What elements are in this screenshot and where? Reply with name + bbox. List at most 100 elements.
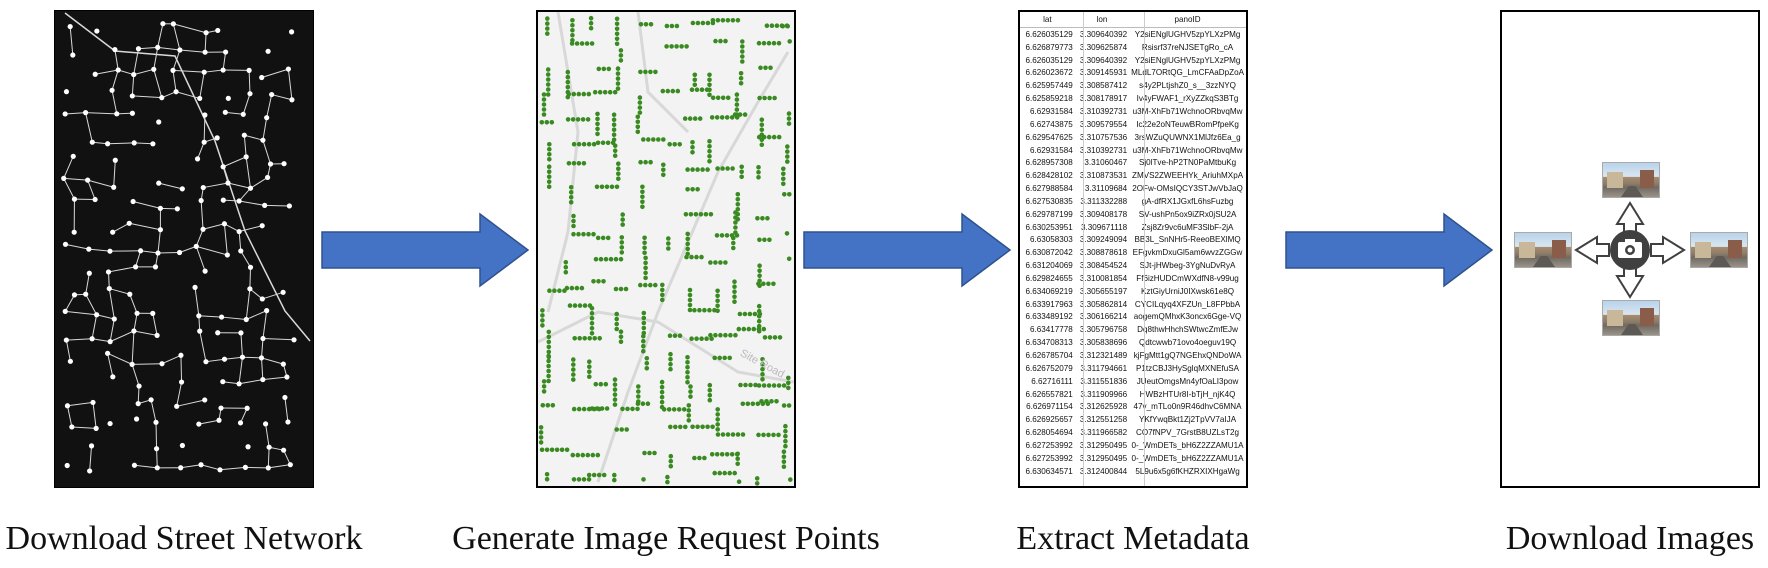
- panoid-cell: EFgvkmDxuGl5am6wvzZGGw: [1132, 248, 1243, 258]
- request-points-map: [538, 12, 794, 486]
- lat-cell: 6.629824655: [1025, 273, 1073, 283]
- lon-cell: 3.311332288: [1080, 196, 1128, 206]
- table-row: 6.626035129 3.309640392 Y2siENglUGHV5zpYLX…: [1020, 54, 1246, 67]
- arrow-left-icon: [1574, 235, 1610, 265]
- street-network-graph: [61, 12, 311, 474]
- table-row: 6.626035129 3.309640392 Y2siENglUGHV5zpYLX…: [1020, 28, 1246, 41]
- street-view-thumbnail-north: [1602, 162, 1660, 198]
- lon-cell: 3.305862814: [1079, 299, 1128, 309]
- lat-cell: 6.633917963: [1025, 299, 1073, 309]
- table-row: 6.627253992 3.312950495 0-_WmDETs_bH6Z2ZZA…: [1020, 439, 1246, 452]
- panoid-cell: 47v_mTLo0n9R46dhvC6MNA: [1133, 402, 1242, 412]
- lon-cell: 3.312625928: [1079, 402, 1128, 412]
- panoid-cell: KztGiyUrniJ0IXwsk61e8Q: [1140, 286, 1235, 296]
- lon-cell: 3.306166214: [1079, 312, 1128, 322]
- lat-cell: 6.625859218: [1025, 94, 1073, 104]
- caption-download-images: Download Images: [1505, 520, 1755, 557]
- table-row: 6.62716111 3.311551836 JUeutOmgsMn4yfOaLI3…: [1020, 375, 1246, 388]
- table-row: 6.625957449 3.308587412 s4y2PLtjshZ0_s__3z…: [1020, 79, 1246, 92]
- table-row: 6.630253951 3.309671118 Zsj8Zr9vc6uMF3SlbF…: [1020, 221, 1246, 234]
- table-row: 6.627530835 3.311332288 gA-dfRX1JGxfL6hsFu…: [1020, 195, 1246, 208]
- lon-cell: 3.308587412: [1079, 81, 1128, 91]
- panoid-cell: P1tzCBJ3HySglqMXNEfuSA: [1136, 363, 1240, 373]
- lat-cell: 6.626023672: [1025, 68, 1073, 78]
- panoid-cell: JUeutOmgsMn4yfOaLI3pow: [1136, 376, 1239, 386]
- lon-cell: 3.312950495: [1079, 453, 1128, 463]
- lat-cell: 6.626925657: [1025, 415, 1073, 425]
- lon-cell: 3.309640392: [1079, 55, 1128, 65]
- table-row: 6.629547625 3.310757536 3rsWZuQUWNX1MlJfz6…: [1020, 131, 1246, 144]
- lon-cell: 3.308878618: [1079, 248, 1128, 258]
- lat-cell: 6.628054694: [1025, 428, 1073, 438]
- lat-cell: 6.633489192: [1025, 312, 1073, 322]
- table-row: 6.626925657 3.312551258 YKfYwqBkt1Zj2TpVV7…: [1020, 413, 1246, 426]
- panoid-cell: MLdL7ORtQG_LmCFAaDpZoA: [1131, 68, 1244, 78]
- lat-cell: 6.627253992: [1025, 453, 1073, 463]
- panoid-cell: 5L9u6x5g6fKHZRXIXHgaWg: [1135, 466, 1240, 476]
- lon-cell: 3.309640392: [1079, 29, 1128, 39]
- lon-cell: 3.310757536: [1079, 132, 1128, 142]
- camera-direction-graphic: [1574, 201, 1686, 299]
- panoid-cell: 0-_WmDETs_bH6Z2ZZAMU1A: [1131, 440, 1244, 450]
- table-row: 6.628054694 3.311966582 CO7fNPV_7GrstB8UZL…: [1020, 426, 1246, 439]
- panoid-cell: Sj0lTve-hP2TN0PaMtbuKg: [1138, 158, 1237, 168]
- panoid-cell: Zsj8Zr9vc6uMF3SlbF-2jA: [1141, 222, 1234, 232]
- lat-cell: 6.631204069: [1025, 261, 1073, 271]
- table-row: 6.63058303 3.309249094 BB3L_SnNHr5-ReeoBEX…: [1020, 234, 1246, 247]
- panoid-cell: HWBzHTUr8I-bTjH_njK4Q: [1139, 389, 1236, 399]
- panoid-cell: Ic22e2oNTeuwBRomPfpeKg: [1136, 119, 1239, 129]
- lat-cell: 6.634708313: [1025, 338, 1073, 348]
- metadata-table-panel: lat lon panoID 6.626035129 3.309640392 Y2s…: [1018, 10, 1248, 488]
- lon-cell: 3.305838696: [1079, 338, 1128, 348]
- lon-cell: 3.309671118: [1081, 222, 1128, 232]
- table-row: 6.630634571 3.312400844 5L9u6x5g6fKHZRXIXH…: [1020, 465, 1246, 478]
- lon-cell: 3.305655197: [1079, 286, 1128, 296]
- column-header-lat: lat: [1020, 12, 1075, 28]
- flow-arrow-3: [1285, 212, 1494, 288]
- lat-cell: 6.626785704: [1025, 351, 1073, 361]
- table-row: 6.626752079 3.311794661 P1tzCBJ3HySglqMXNE…: [1020, 362, 1246, 375]
- street-view-thumbnail-east: [1690, 232, 1748, 268]
- lat-cell: 6.62931584: [1030, 145, 1073, 155]
- panoid-cell: u3M-XhFb71WchnoORbvqMw: [1132, 106, 1243, 116]
- panoid-cell: aogemQMhxK3oncx6Gge-VQ: [1133, 312, 1242, 322]
- panoid-cell: Iv4yFWAF1_rXyZZkqS3BTg: [1136, 94, 1239, 104]
- lon-cell: 3.310392731: [1079, 145, 1128, 155]
- panoid-cell: Y2siENglUGHV5zpYLXzPMg: [1134, 55, 1241, 65]
- lat-cell: 6.626971154: [1026, 402, 1073, 412]
- table-row: 6.63417778 3.305796758 Dq8thwHhchSWtwcZmfE…: [1020, 323, 1246, 336]
- caption-download-street-network: Download Street Network: [5, 520, 363, 557]
- lon-cell: 3.311551836: [1080, 376, 1128, 386]
- table-row: 6.628428102 3.310873531 ZMVS2ZWEEHYk_Ariuh…: [1020, 169, 1246, 182]
- lat-cell: 6.62931584: [1030, 106, 1073, 116]
- lat-cell: 6.63417778: [1030, 325, 1073, 335]
- lat-cell: 6.629547625: [1025, 132, 1073, 142]
- lon-cell: 3.305796758: [1079, 325, 1128, 335]
- panoid-cell: Rsisrf37reNJSETgRo_cA: [1141, 42, 1234, 52]
- panoid-cell: BB3L_SnNHr5-ReeoBEXlMQ: [1134, 235, 1241, 245]
- lat-cell: 6.627988584: [1025, 184, 1073, 194]
- lon-cell: 3.312950495: [1079, 440, 1128, 450]
- panoid-cell: kjFgMtt1gQ7NGEhxQNDoWA: [1133, 351, 1242, 361]
- panoid-cell: 3rsWZuQUWNX1MlJfz6Ea_g: [1134, 132, 1241, 142]
- panoid-cell: Ff6izHUDCmWXdfN8-v99ug: [1136, 273, 1239, 283]
- lat-cell: 6.628957308: [1025, 158, 1073, 168]
- panoid-cell: s4y2PLtjshZ0_s__3zzNYQ: [1139, 81, 1236, 91]
- lon-cell: 3.311794661: [1080, 363, 1128, 373]
- table-row: 6.634708313 3.305838696 Qdtcwwb71ovo4oeguv…: [1020, 336, 1246, 349]
- download-images-panel: [1500, 10, 1760, 488]
- table-row: 6.626879773 3.309625874 Rsisrf37reNJSETgRo…: [1020, 41, 1246, 54]
- table-row: 6.630872042 3.308878618 EFgvkmDxuGl5am6wvz…: [1020, 246, 1246, 259]
- lat-cell: 6.626557821: [1025, 389, 1073, 399]
- table-row: 6.629824655 3.310081854 Ff6izHUDCmWXdfN8-v…: [1020, 272, 1246, 285]
- table-row: 6.62931584 3.310392731 u3M-XhFb71WchnoORbv…: [1020, 105, 1246, 118]
- panoid-cell: gA-dfRX1JGxfL6hsFuzbg: [1141, 196, 1234, 206]
- lat-cell: 6.63058303: [1030, 235, 1073, 245]
- table-row: 6.627988584 3.31109684 2OFw-OMsIQCY3STJwVb…: [1020, 182, 1246, 195]
- table-row: 6.628957308 3.31060467 Sj0lTve-hP2TN0PaMtb…: [1020, 156, 1246, 169]
- lon-cell: 3.310081854: [1079, 273, 1128, 283]
- panoid-cell: 0-_WmDETs_bH6Z2ZZAMU1A: [1131, 453, 1244, 463]
- table-row: 6.631204069 3.308454524 SJt-jHWbeg-3YgNuDv…: [1020, 259, 1246, 272]
- table-row: 6.626971154 3.312625928 47v_mTLo0n9R46dhvC…: [1020, 400, 1246, 413]
- table-row: 6.62743875 3.309579554 Ic22e2oNTeuwBRomPfp…: [1020, 118, 1246, 131]
